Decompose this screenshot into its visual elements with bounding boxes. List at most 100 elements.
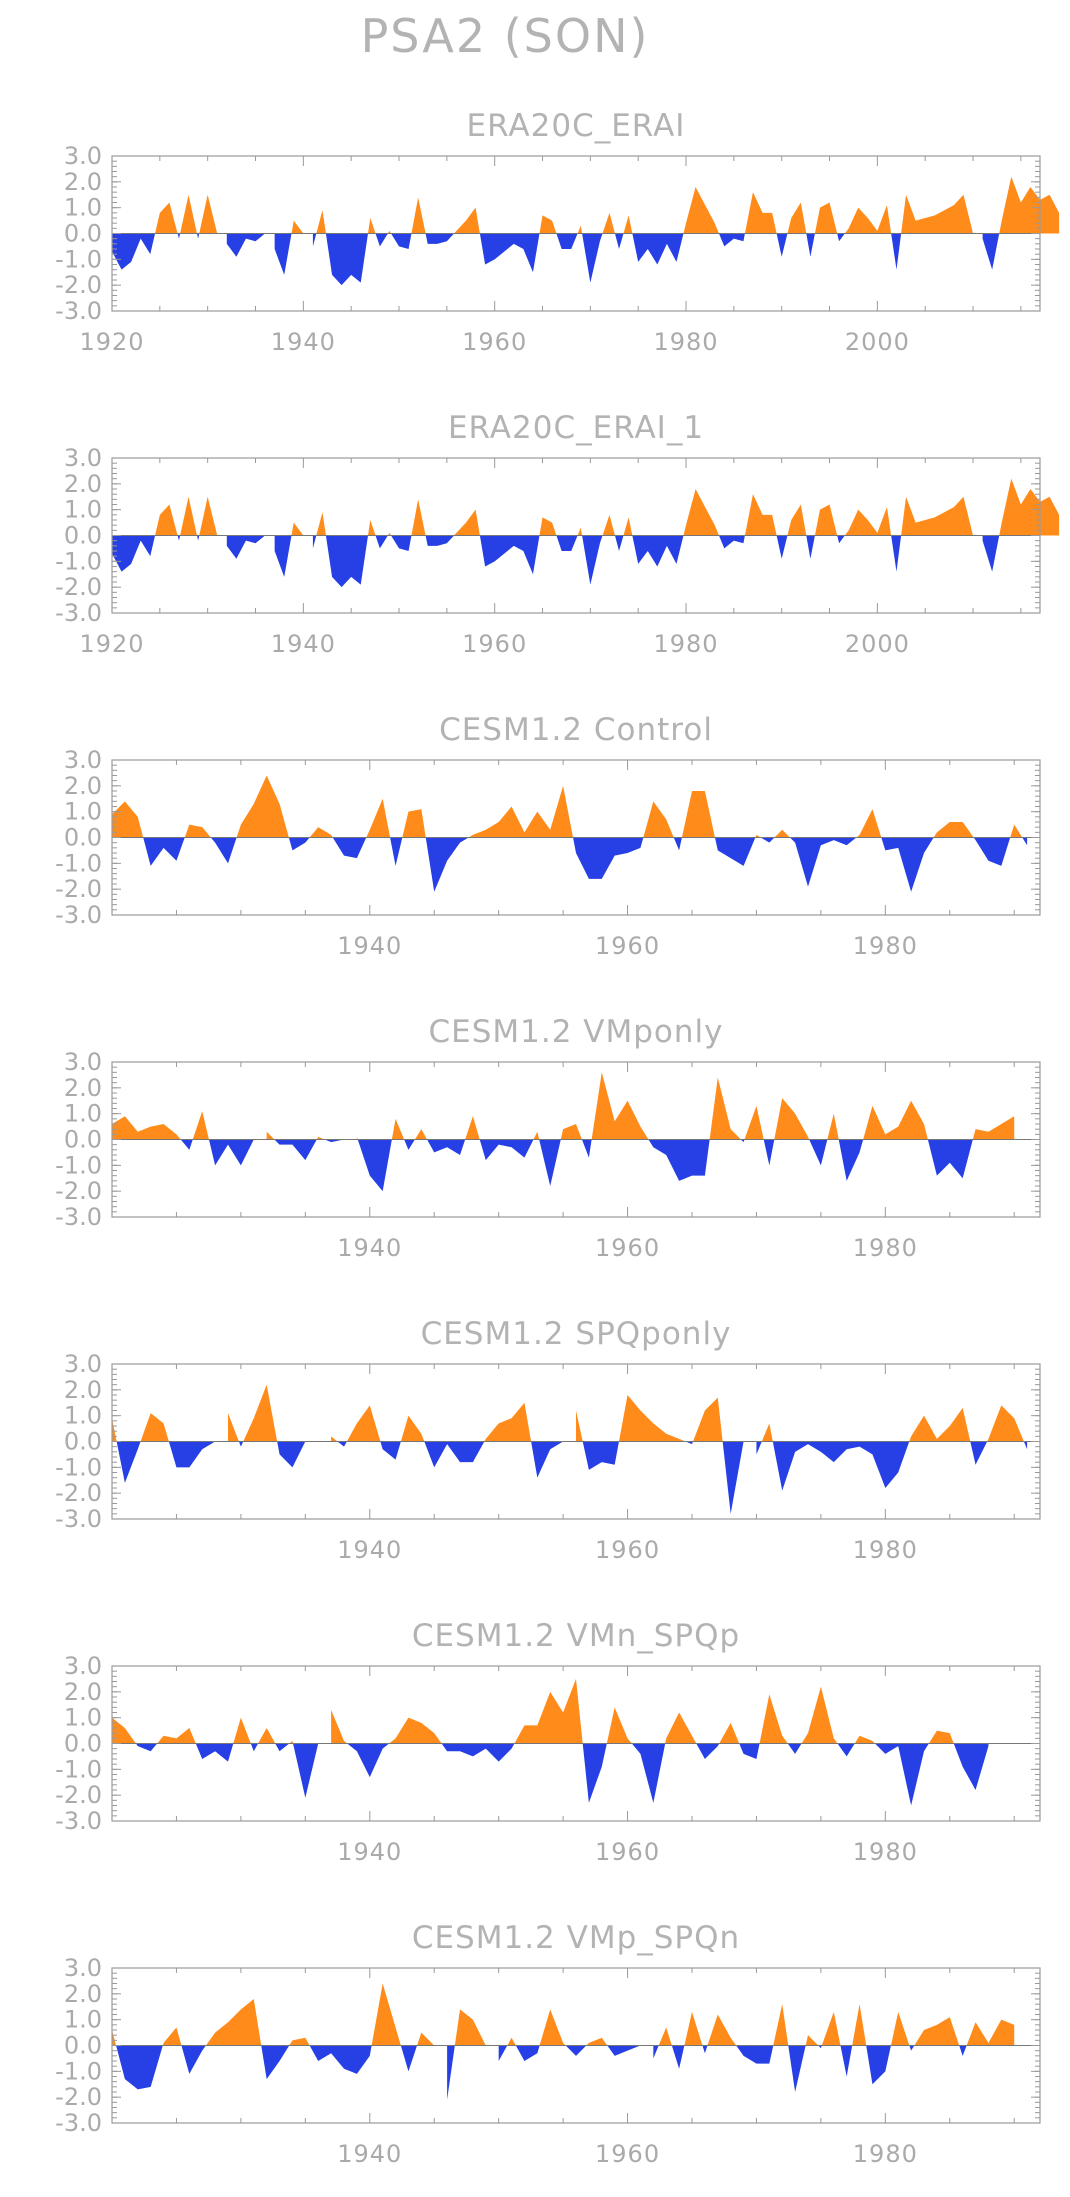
x-tick-label: 1960 (595, 1838, 660, 1866)
y-tick-label: 3.0 (64, 1350, 102, 1378)
panel-title: CESM1.2 VMn_SPQp (412, 1618, 740, 1654)
positive-anomaly-area (112, 775, 1023, 838)
x-tick-label: 1960 (595, 2140, 660, 2168)
y-tick-label: -2.0 (55, 1479, 102, 1507)
y-tick-label: -3.0 (55, 901, 102, 929)
positive-anomaly-area (112, 1983, 1015, 2046)
chart-panel-4: CESM1.2 VMponly 3.02.01.00.0-1.0-2.0-3.0 1… (55, 1014, 1041, 1262)
positive-anomaly-area (112, 1384, 1024, 1442)
panel-title: CESM1.2 Control (439, 712, 713, 748)
y-tick-label: 2.0 (64, 1980, 102, 2008)
y-tick-label: -1.0 (55, 245, 102, 273)
y-tick-label: 0.0 (64, 220, 102, 248)
negative-anomaly-area (143, 837, 1028, 892)
positive-anomaly-area (155, 478, 1060, 536)
y-tick-label: 2.0 (64, 772, 102, 800)
x-tick-label: 1980 (653, 630, 718, 658)
y-tick-label: -2.0 (55, 271, 102, 299)
x-tick-label: 1940 (337, 1234, 402, 1262)
x-tick-label: 1940 (337, 932, 402, 960)
y-tick-label: -3.0 (55, 2109, 102, 2137)
y-tick-label: 0.0 (64, 1126, 102, 1154)
y-tick-label: -1.0 (55, 849, 102, 877)
negative-anomaly-area (112, 535, 1000, 588)
y-tick-label: 2.0 (64, 1074, 102, 1102)
x-tick-label: 1960 (595, 1234, 660, 1262)
x-tick-label: 1920 (79, 630, 144, 658)
y-tick-label: 1.0 (64, 1704, 102, 1732)
x-tick-label: 1940 (337, 1838, 402, 1866)
y-tick-label: 2.0 (64, 168, 102, 196)
panel-title: CESM1.2 VMponly (428, 1014, 723, 1050)
y-tick-label: 1.0 (64, 798, 102, 826)
x-tick-label: 1980 (853, 1536, 918, 1564)
y-tick-label: 0.0 (64, 2032, 102, 2060)
y-tick-label: 3.0 (64, 142, 102, 170)
chart-panel-3: CESM1.2 Control 3.02.01.00.0-1.0-2.0-3.0 1… (55, 712, 1041, 960)
y-tick-label: 3.0 (64, 1652, 102, 1680)
y-tick-label: 1.0 (64, 1402, 102, 1430)
y-tick-label: -1.0 (55, 1755, 102, 1783)
y-tick-label: 0.0 (64, 1730, 102, 1758)
x-tick-label: 1980 (853, 1234, 918, 1262)
y-tick-label: 2.0 (64, 1376, 102, 1404)
y-tick-label: 0.0 (64, 1428, 102, 1456)
x-tick-label: 1960 (462, 630, 527, 658)
x-tick-label: 1940 (271, 630, 336, 658)
y-tick-label: -1.0 (55, 1151, 102, 1179)
chart-panel-6: CESM1.2 VMn_SPQp 3.02.01.00.0-1.0-2.0-3.0… (55, 1618, 1041, 1866)
y-tick-label: 3.0 (64, 1954, 102, 1982)
x-tick-label: 1980 (853, 2140, 918, 2168)
y-tick-label: -3.0 (55, 1807, 102, 1835)
y-tick-label: 3.0 (64, 746, 102, 774)
panel-title: CESM1.2 VMp_SPQn (412, 1920, 740, 1956)
negative-anomaly-area (135, 1743, 989, 1806)
chart-panel-5: CESM1.2 SPQponly 3.02.01.00.0-1.0-2.0-3.0… (55, 1316, 1041, 1564)
x-tick-label: 1980 (653, 328, 718, 356)
x-tick-label: 1940 (337, 1536, 402, 1564)
y-tick-label: -2.0 (55, 573, 102, 601)
y-tick-label: 2.0 (64, 1678, 102, 1706)
x-tick-label: 1940 (337, 2140, 402, 2168)
y-tick-label: -2.0 (55, 1177, 102, 1205)
x-tick-label: 1960 (462, 328, 527, 356)
x-tick-label: 2000 (845, 630, 910, 658)
y-tick-label: 2.0 (64, 470, 102, 498)
y-tick-label: 1.0 (64, 1100, 102, 1128)
x-tick-label: 1940 (271, 328, 336, 356)
y-tick-label: -2.0 (55, 875, 102, 903)
negative-anomaly-area (116, 2045, 967, 2100)
y-tick-label: 1.0 (64, 194, 102, 222)
y-tick-label: -3.0 (55, 1203, 102, 1231)
y-tick-label: 0.0 (64, 522, 102, 550)
y-tick-label: -3.0 (55, 599, 102, 627)
y-tick-label: 1.0 (64, 496, 102, 524)
negative-anomaly-area (112, 233, 1000, 286)
figure-title: PSA2 (SON) (361, 9, 650, 63)
chart-panel-7: CESM1.2 VMp_SPQn 3.02.01.00.0-1.0-2.0-3.0… (55, 1920, 1041, 2168)
negative-anomaly-area (180, 1139, 973, 1192)
y-tick-label: -2.0 (55, 1781, 102, 1809)
x-tick-label: 1980 (853, 932, 918, 960)
panel-title: ERA20C_ERAI_1 (448, 410, 704, 446)
x-tick-label: 1980 (853, 1838, 918, 1866)
positive-anomaly-area (112, 1678, 954, 1744)
y-tick-label: 1.0 (64, 2006, 102, 2034)
chart-panel-2: ERA20C_ERAI_1 3.02.01.00.0-1.0-2.0-3.0 192… (55, 410, 1060, 658)
panel-title: CESM1.2 SPQponly (421, 1316, 732, 1352)
x-tick-label: 2000 (845, 328, 910, 356)
chart-panel-1: ERA20C_ERAI 3.02.01.00.0-1.0-2.0-3.0 1920 1… (55, 108, 1060, 356)
y-tick-label: 0.0 (64, 824, 102, 852)
y-tick-label: -1.0 (55, 1453, 102, 1481)
x-tick-label: 1920 (79, 328, 144, 356)
negative-anomaly-area (116, 1441, 1028, 1514)
y-tick-label: -1.0 (55, 2057, 102, 2085)
y-tick-label: 3.0 (64, 444, 102, 472)
y-tick-label: -3.0 (55, 297, 102, 325)
x-tick-label: 1960 (595, 932, 660, 960)
positive-anomaly-area (112, 1072, 1015, 1140)
positive-anomaly-area (155, 176, 1060, 234)
y-tick-label: -3.0 (55, 1505, 102, 1533)
